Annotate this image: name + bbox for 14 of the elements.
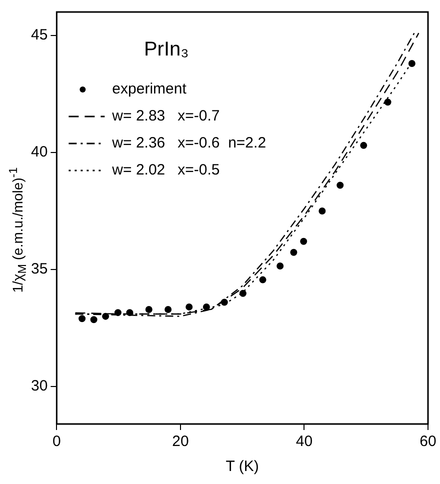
y-tick-label: 35 <box>30 260 48 278</box>
x-tick-label: 0 <box>52 433 61 450</box>
legend-label: w= 2.83 x=-0.7 <box>111 108 220 125</box>
y-tick-label: 40 <box>30 144 48 161</box>
legend-label: experiment <box>112 80 188 98</box>
x-tick-label: 20 <box>172 433 189 450</box>
legend-label: w= 2.02 x=-0.5 <box>111 162 220 179</box>
x-tick-label: 40 <box>296 433 313 450</box>
x-tick-label: 60 <box>420 433 436 450</box>
text: PrIn₃ <box>144 38 189 61</box>
x-axis-title: T (K) <box>226 458 259 476</box>
y-tick-label: 45 <box>30 26 48 44</box>
y-tick-label: 30 <box>30 378 48 395</box>
legend-label: w= 2.36 x=-0.6 n=2.2 <box>111 134 266 152</box>
